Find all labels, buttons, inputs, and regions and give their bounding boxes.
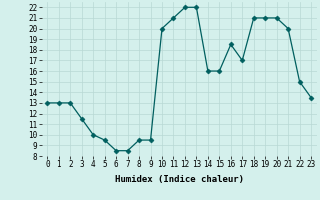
X-axis label: Humidex (Indice chaleur): Humidex (Indice chaleur) [115, 175, 244, 184]
